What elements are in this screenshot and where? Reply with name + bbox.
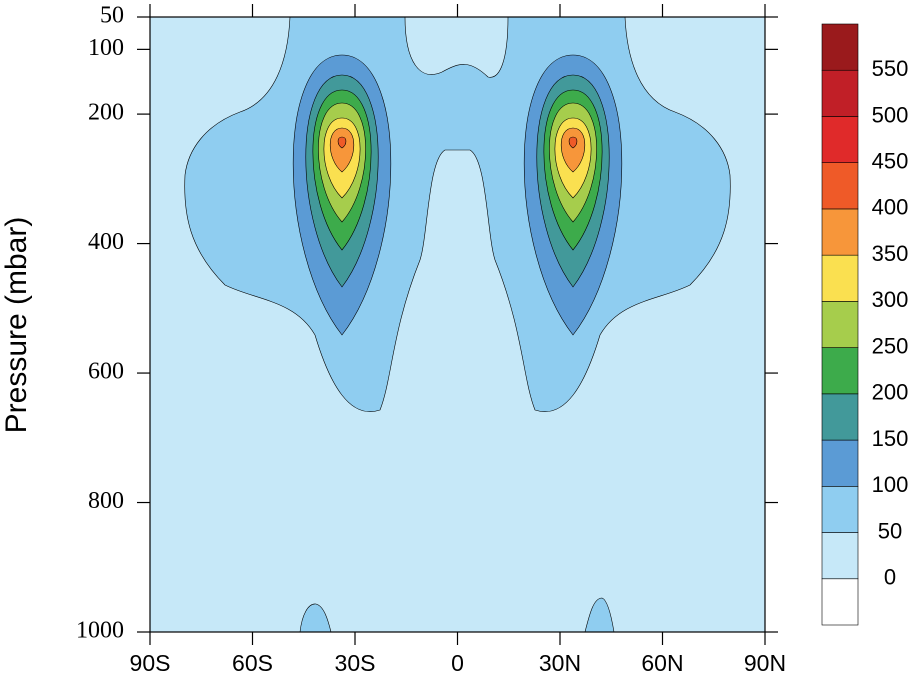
colorbar-label: 450 [872,149,909,174]
colorbar-box [821,532,859,580]
colorbar-label: 200 [872,380,909,405]
contour-band [330,127,354,173]
y-tick-label: 800 [88,488,124,514]
colorbar-box [821,439,859,487]
contour-band [337,136,347,149]
contour-band [299,603,332,633]
y-tick-label: 200 [88,100,124,126]
contour-band [584,597,615,633]
y-tick-label: 400 [88,229,124,255]
x-tick-label: 90S [130,650,171,676]
colorbar-box [821,208,859,256]
y-tick-label: 100 [88,35,124,61]
colorbar-box [821,393,859,441]
colorbar-label: 300 [872,287,909,312]
colorbar-box [821,254,859,302]
y-tick-label: 50 [100,3,124,29]
colorbar-box [821,23,859,71]
colorbar-label: 150 [872,426,909,451]
colorbar-box [821,486,859,533]
colorbar-label: 350 [872,241,909,266]
colorbar-box [821,578,859,626]
y-tick-label: 1000 [76,618,124,644]
x-tick-label: 0 [451,650,464,676]
colorbar-label: 500 [872,102,909,127]
x-tick-label: 90N [744,650,786,676]
plot-area [150,16,765,633]
colorbar-box [821,162,859,210]
contour-band [568,136,578,149]
y-axis-label: Pressure (mbar) [0,217,33,434]
colorbar-label: 50 [878,518,902,543]
colorbar-box [821,301,859,348]
x-tick-label: 30N [539,650,581,676]
x-tick-label: 60S [232,650,273,676]
colorbar-label: 250 [872,333,909,358]
colorbar-box [821,69,859,117]
contour-band [561,127,585,173]
y-tick-label: 600 [88,359,124,385]
colorbar-label: 0 [884,565,896,590]
colorbar-box [821,116,859,163]
colorbar-label: 400 [872,195,909,220]
x-tick-label: 30S [335,650,376,676]
colorbar-label: 550 [872,56,909,81]
x-tick-label: 60N [641,650,683,676]
colorbar-box [821,347,859,395]
colorbar-label: 100 [872,472,909,497]
